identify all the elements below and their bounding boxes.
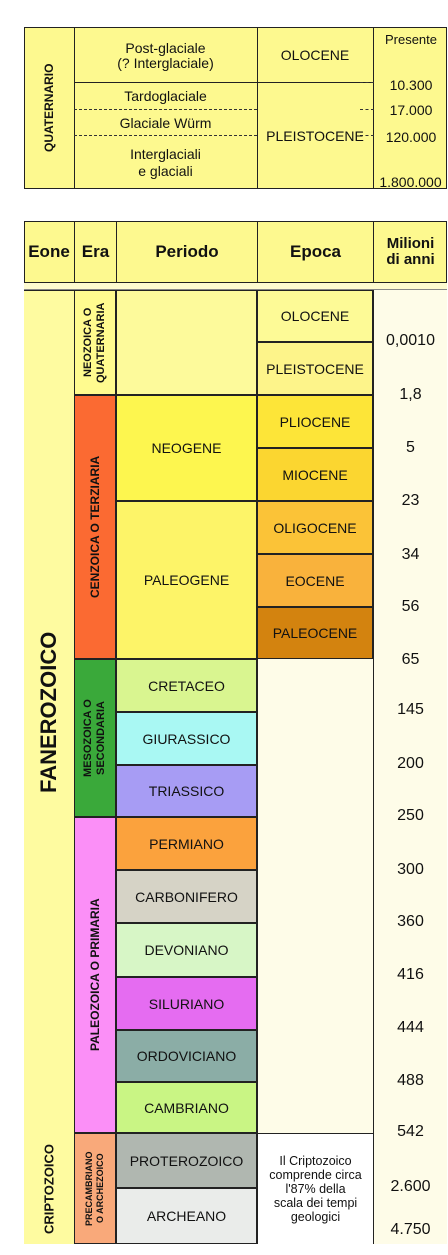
age-label: 488 [397,1072,424,1089]
quaternary-age: 17.000 [389,102,433,118]
header-epoca: Epoca [257,221,373,283]
age-label: 250 [397,807,424,824]
quaternary-period: Glaciale Würm [119,114,212,131]
age-label: 542 [397,1123,424,1140]
criptozoico-note: Il Criptozoico comprende circa l'87% del… [257,1133,373,1244]
epoch-cell: PLEISTOCENE [257,342,373,395]
spacer-band [24,283,447,290]
quaternary-age: 1.800.000 [379,174,442,190]
quaternary-divider [373,27,374,189]
header-milioni: Milioni di anni [373,221,447,283]
period-cell: PALEOGENE [116,501,257,659]
epoch-cell: OLOCENE [257,290,373,342]
quaternary-dash-line [74,135,257,136]
period-cell: CAMBRIANO [116,1082,257,1133]
period-cell: ORDOVICIANO [116,1030,257,1082]
age-label: 145 [397,701,424,718]
age-label: 56 [401,598,420,615]
header-eone: Eone [28,242,70,261]
period-cell: PERMIANO [116,817,257,870]
age-label: 0,0010 [386,332,435,349]
header-era: Era [74,221,116,283]
quaternary-divider [257,27,258,189]
quaternary-dash-line [360,82,374,83]
period-cell: ARCHEANO [116,1188,257,1244]
age-label: 360 [397,913,424,930]
age-label: 200 [397,755,424,772]
header-periodo: Periodo [116,221,257,283]
age-label: 1,8 [399,386,422,403]
period-cell: CARBONIFERO [116,870,257,923]
age-label: 300 [397,861,424,878]
quaternary-epoch: OLOCENE [280,46,350,63]
period-cell: SILURIANO [116,977,257,1030]
epoch-cell: OLIGOCENE [257,501,373,554]
age-label: 5 [406,439,415,456]
eon-fanerozoico: FANEROZOICO [24,290,74,1133]
header-row [24,221,447,283]
epoch-cell: MIOCENE [257,448,373,501]
epoch-cell: PLIOCENE [257,395,373,448]
quaternary-period: Post-glaciale (? Interglaciale) [117,40,214,71]
age-label: 2.600 [390,1178,431,1195]
quaternary-dash-line [360,109,374,110]
quaternary-epoch: PLEISTOCENE [266,128,364,144]
age-label: 65 [401,651,420,668]
period-cell: GIURASSICO [116,712,257,765]
epoch-cell: PALEOCENE [257,607,373,659]
era-paleozoica: PALEOZOICA O PRIMARIA [74,817,116,1133]
period-cell: NEOGENE [116,395,257,501]
period-cell [116,290,257,395]
age-label: 34 [401,546,420,563]
quaternary-divider [74,27,75,189]
age-label: 4.750 [390,1221,431,1238]
epoch-cell: EOCENE [257,554,373,607]
quaternary-row-line [74,82,257,83]
quaternary-age: Presente [384,32,438,47]
epoch-empty-area [257,659,373,1133]
age-label: 444 [397,1019,424,1036]
period-cell: TRIASSICO [116,765,257,817]
era-precambriano: PRECAMBRIANO O ARCHEZOICO [74,1133,116,1244]
period-cell: PROTEROZOICO [116,1133,257,1188]
period-cell: CRETACEO [116,659,257,712]
quaternary-age: 120.000 [385,129,437,145]
quaternary-dash-line [360,135,374,136]
quaternary-age: 10.300 [389,77,433,93]
era-neozoica: NEOZOICA O QUATERNARIA [74,290,116,395]
quaternary-period: Interglaciali e glaciali [130,145,201,179]
era-mesozoica: MESOZOICA O SECONDARIA [74,659,116,817]
age-label: 416 [397,966,424,983]
age-label: 23 [401,492,420,509]
ages-column [373,290,447,1244]
quaternary-background [24,27,447,189]
period-cell: DEVONIANO [116,923,257,977]
era-cenozoica: CENZOICA O TERZIARIA [74,395,116,659]
quaternary-period: Tardoglaciale [124,88,207,104]
quaternary-label: QUATERNARIO [42,63,56,153]
eon-criptozoico: CRIPTOZOICO [24,1133,74,1244]
quaternary-row-line [257,82,373,83]
quaternary-dash-line [74,109,257,110]
